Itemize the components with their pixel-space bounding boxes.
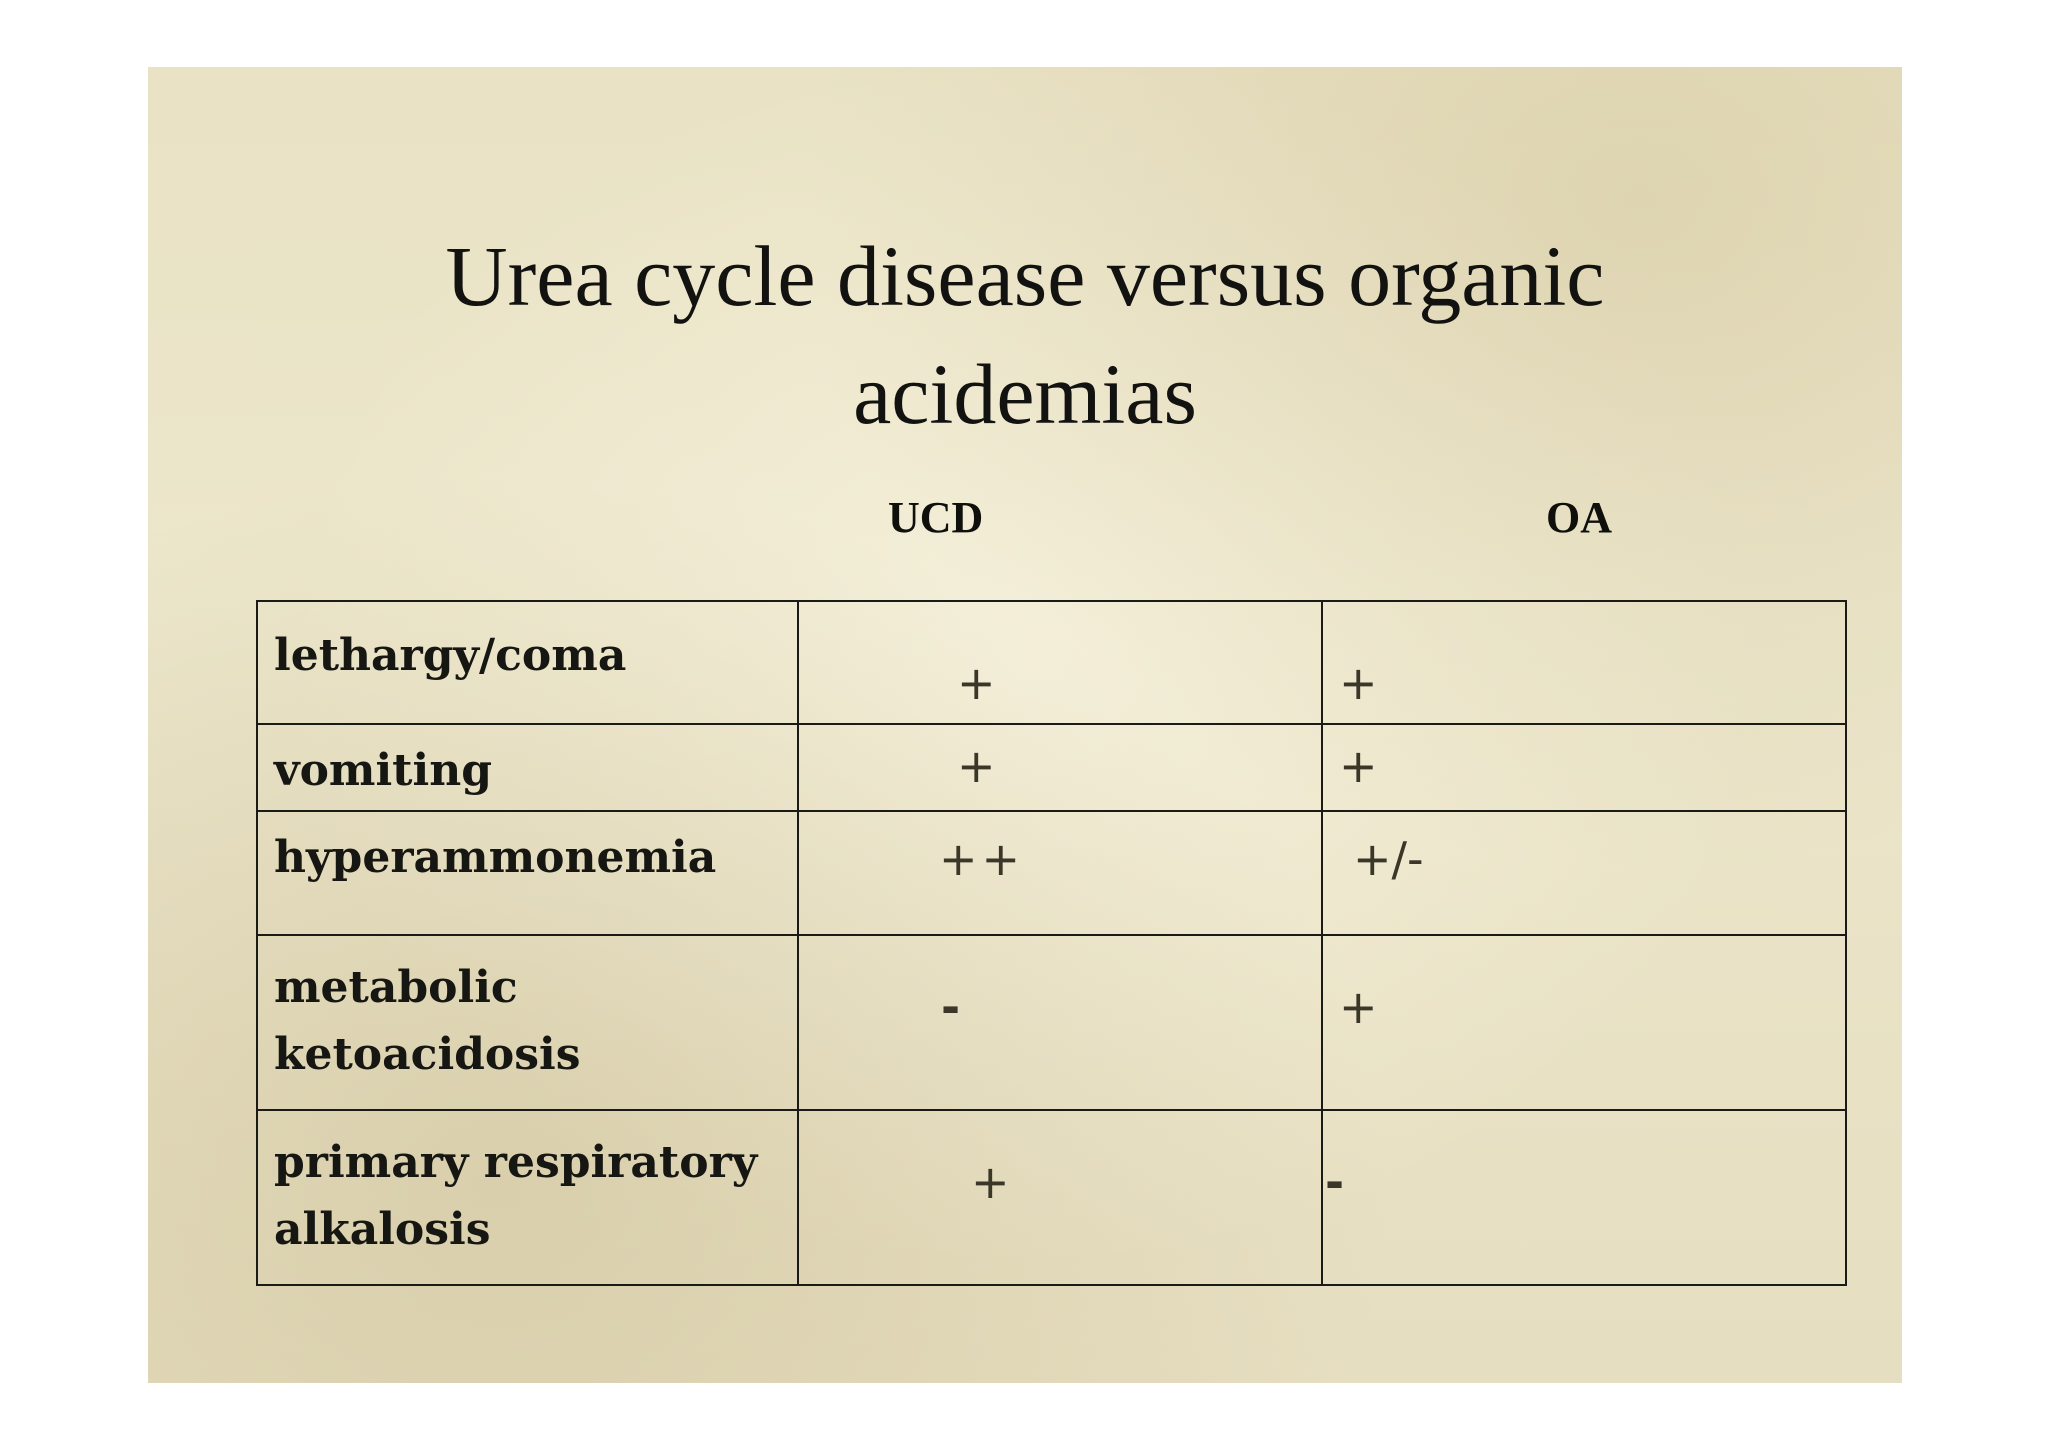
ucd-cell: + [797, 723, 1323, 812]
title-line-1: Urea cycle disease versus organic [445, 228, 1605, 324]
table-row: metabolic ketoacidosis - + [256, 934, 1847, 1111]
column-header-ucd: UCD [888, 493, 984, 542]
row-label-text: vomiting [274, 745, 492, 796]
ucd-value: - [941, 980, 961, 1034]
oa-value: + [1339, 739, 1378, 793]
oa-cell: + [1321, 723, 1847, 812]
title-line-2: acidemias [853, 346, 1197, 442]
row-label: metabolic ketoacidosis [256, 934, 799, 1111]
oa-cell: + [1321, 600, 1847, 725]
ucd-value: + [971, 1155, 1010, 1209]
ucd-value: ++ [939, 832, 1025, 886]
ucd-cell: ++ [797, 810, 1323, 936]
oa-cell: - [1321, 1109, 1847, 1286]
table-row: primary respiratory alkalosis + - [256, 1109, 1847, 1286]
column-header-oa: OA [1546, 493, 1612, 542]
ucd-value: + [957, 739, 996, 793]
row-label: primary respiratory alkalosis [256, 1109, 799, 1286]
ucd-cell: + [797, 1109, 1323, 1286]
row-label-line-2: alkalosis [274, 1204, 491, 1255]
ucd-cell: - [797, 934, 1323, 1111]
row-label-line-1: metabolic [274, 962, 518, 1013]
oa-cell: +/- [1321, 810, 1847, 936]
oa-cell: + [1321, 934, 1847, 1111]
ucd-cell: + [797, 600, 1323, 725]
comparison-table: lethargy/coma + + vomiting + + hyperammo… [256, 600, 1847, 1286]
oa-value: +/- [1353, 832, 1424, 886]
row-label-line-1: primary respiratory [274, 1137, 758, 1188]
row-label: hyperammonemia [256, 810, 799, 936]
table-row: lethargy/coma + + [256, 600, 1847, 725]
table-row: vomiting + + [256, 723, 1847, 812]
ucd-value: + [957, 656, 996, 710]
row-label: lethargy/coma [256, 600, 799, 725]
row-label: vomiting [256, 723, 799, 812]
oa-value: + [1339, 980, 1378, 1034]
slide-title: Urea cycle disease versus organic acidem… [148, 217, 1902, 453]
slide: Urea cycle disease versus organic acidem… [148, 67, 1902, 1383]
oa-value: + [1339, 656, 1378, 710]
table-row: hyperammonemia ++ +/- [256, 810, 1847, 936]
oa-value: - [1325, 1155, 1345, 1209]
row-label-text: hyperammonemia [274, 832, 717, 883]
row-label-line-2: ketoacidosis [274, 1029, 581, 1080]
row-label-text: lethargy/coma [274, 630, 627, 681]
